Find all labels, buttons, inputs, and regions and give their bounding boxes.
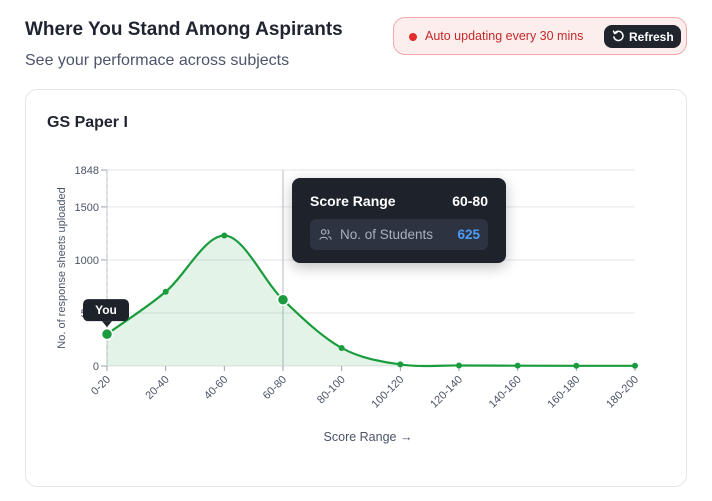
tooltip-students-value: 625: [457, 227, 480, 242]
y-tick-label: 1848: [75, 165, 99, 177]
you-badge-pointer: [102, 321, 112, 328]
y-tick-label: 0: [93, 361, 99, 373]
data-point: [514, 362, 521, 369]
x-tick-label: 40-60: [202, 374, 230, 402]
tooltip-label: Score Range: [310, 193, 396, 209]
data-point: [162, 288, 169, 295]
x-tick-label: 100-120: [369, 374, 406, 411]
refresh-label: Refresh: [629, 30, 674, 44]
x-axis-title: Score Range →: [324, 430, 413, 444]
card-title: GS Paper I: [47, 114, 128, 131]
x-tick-label: 120-140: [428, 374, 465, 411]
x-tick-label: 20-40: [143, 374, 171, 402]
x-tick-label: 140-160: [487, 374, 524, 411]
you-label: You: [95, 303, 117, 317]
data-point: [276, 293, 290, 306]
x-tick-label: 60-80: [261, 374, 289, 402]
tooltip-students-label: No. of Students: [340, 227, 434, 242]
y-tick-label: 1000: [75, 255, 99, 267]
x-tick-label: 180-200: [604, 374, 641, 411]
tooltip-students-row: No. of Students 625: [310, 219, 488, 250]
auto-update-text: Auto updating every 30 mins: [425, 29, 584, 43]
y-axis-title: No. of response sheets uploaded: [56, 187, 68, 348]
refresh-button[interactable]: Refresh: [604, 25, 681, 48]
data-point: [397, 361, 404, 368]
tooltip-range: 60-80: [452, 193, 488, 209]
page-subtitle: See your performace across subjects: [25, 52, 290, 69]
x-tick-label: 0-20: [89, 374, 113, 398]
page-title: Where You Stand Among Aspirants: [25, 19, 343, 40]
subject-card: GS Paper I: [25, 89, 687, 487]
data-point: [100, 327, 114, 341]
live-dot-icon: [409, 33, 417, 41]
x-tick-label: 160-180: [545, 374, 582, 411]
y-tick-label: 1500: [75, 202, 99, 214]
you-badge: [83, 299, 129, 322]
series-line: [106, 234, 635, 368]
users-icon: [319, 229, 332, 240]
data-point: [456, 362, 462, 369]
data-point: [338, 344, 345, 351]
data-point: [632, 362, 638, 369]
refresh-icon: [612, 30, 624, 42]
x-tick-label: 80-100: [315, 374, 348, 407]
data-point: [573, 362, 580, 369]
chart-tooltip: Score Range 60-80 No. of Students 625: [292, 178, 506, 263]
data-point: [221, 232, 228, 239]
series-area: [107, 235, 635, 366]
auto-update-status: Auto updating every 30 mins Refresh: [393, 17, 687, 55]
